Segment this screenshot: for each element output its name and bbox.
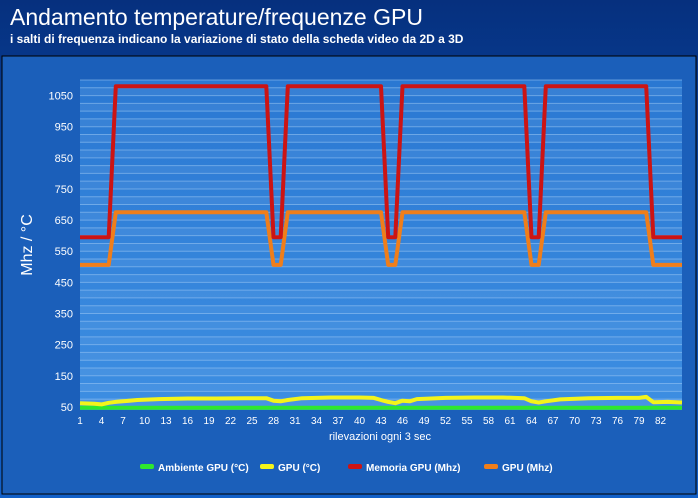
legend-swatch: [348, 464, 362, 469]
y-tick-label: 750: [55, 184, 73, 196]
grid-band: [80, 259, 682, 267]
x-tick-label: 52: [440, 416, 452, 427]
chart-subtitle: i salti di frequenza indicano la variazi…: [10, 32, 464, 46]
legend-label: Memoria GPU (Mhz): [366, 463, 460, 474]
grid-band: [80, 227, 682, 236]
grid-band: [80, 367, 682, 376]
grid-band: [80, 383, 682, 392]
x-tick-label: 73: [590, 416, 602, 427]
chart-title: Andamento temperature/frequenze GPU: [10, 4, 423, 30]
x-tick-label: 13: [160, 416, 172, 427]
x-tick-label: 31: [289, 416, 301, 427]
x-tick-label: 16: [182, 416, 194, 427]
legend-swatch: [140, 464, 154, 469]
grid-band: [80, 196, 682, 205]
y-tick-label: 150: [55, 371, 73, 383]
grid-band: [80, 181, 682, 189]
x-tick-label: 19: [203, 416, 215, 427]
grid-band: [80, 134, 682, 143]
x-tick-label: 79: [633, 416, 645, 427]
y-tick-label: 250: [55, 340, 73, 352]
x-tick-label: 49: [418, 416, 430, 427]
y-tick-label: 1050: [49, 91, 73, 103]
grid-band: [80, 336, 682, 345]
x-tick-label: 37: [332, 416, 344, 427]
series-line: [80, 210, 682, 267]
legend-label: Ambiente GPU (°C): [158, 463, 249, 474]
legend-swatch: [260, 464, 274, 469]
y-tick-label: 450: [55, 277, 73, 289]
x-tick-label: 64: [526, 416, 538, 427]
grid-band: [80, 165, 682, 174]
x-axis-label: rilevazioni ogni 3 sec: [329, 431, 432, 443]
x-tick-label: 58: [483, 416, 495, 427]
grid-band: [80, 274, 682, 283]
x-tick-label: 22: [225, 416, 237, 427]
legend-label: GPU (Mhz): [502, 463, 553, 474]
grid-band: [80, 290, 682, 298]
x-tick-label: 25: [246, 416, 258, 427]
x-tick-label: 76: [612, 416, 624, 427]
x-tick-label: 28: [268, 416, 280, 427]
x-tick-label: 67: [547, 416, 559, 427]
grid-band: [80, 321, 682, 330]
x-tick-label: 46: [397, 416, 409, 427]
series-line: [80, 84, 682, 240]
x-tick-label: 70: [569, 416, 581, 427]
y-tick-label: 550: [55, 246, 73, 258]
y-tick-label: 650: [55, 215, 73, 227]
x-tick-label: 82: [655, 416, 667, 427]
grid-band: [80, 243, 682, 252]
x-tick-label: 43: [375, 416, 387, 427]
x-tick-label: 1: [77, 416, 83, 427]
plot-area: [80, 80, 682, 410]
y-axis-label: Mhz / °C: [19, 214, 36, 276]
x-tick-label: 4: [99, 416, 105, 427]
x-tick-label: 10: [139, 416, 151, 427]
y-tick-label: 850: [55, 153, 73, 165]
y-tick-label: 50: [61, 402, 73, 414]
y-tick-label: 950: [55, 122, 73, 134]
grid-band: [80, 150, 682, 158]
grid-band: [80, 352, 682, 361]
y-tick-label: 350: [55, 308, 73, 320]
x-tick-label: 7: [120, 416, 126, 427]
x-tick-label: 34: [311, 416, 323, 427]
legend-swatch: [484, 464, 498, 469]
x-tick-label: 61: [504, 416, 516, 427]
series-line: [79, 394, 683, 407]
x-tick-label: 55: [461, 416, 473, 427]
grid-band: [80, 305, 682, 314]
legend-label: GPU (°C): [278, 463, 320, 474]
x-tick-label: 40: [354, 416, 366, 427]
grid-band: [80, 399, 682, 407]
